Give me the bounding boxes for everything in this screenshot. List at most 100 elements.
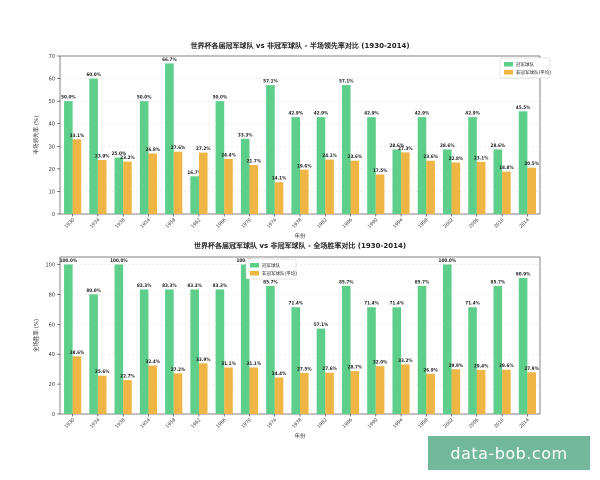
bar-non-champion [350,160,360,214]
legend-swatch-champion [504,62,513,67]
y-tick-label: 50 [49,99,55,105]
x-tick-label: 1958 [165,217,178,230]
bar-champion [493,285,503,414]
data-label-champion: 57.1% [339,79,354,84]
bar-champion [215,101,225,214]
data-label-non-champion: 21.7% [247,159,262,164]
data-label-non-champion: 33.2% [398,358,413,363]
y-axis-label: 半场领先率 (%) [32,116,40,155]
y-tick-label: 40 [49,352,55,358]
bar-non-champion [123,380,132,414]
x-tick-label: 2010 [493,217,506,230]
data-label-champion: 45.5% [516,105,531,110]
data-label-champion: 71.4% [288,301,303,306]
data-label-non-champion: 25.6% [95,369,110,374]
x-tick-label: 1994 [392,217,405,230]
data-label-champion: 50.0% [61,95,76,100]
y-tick-label: 40 [49,122,55,128]
bar-champion [316,328,326,414]
legend-swatch-champion [250,263,259,268]
data-label-non-champion: 32.4% [145,359,160,364]
x-tick-label: 1990 [367,417,380,430]
y-tick-label: 10 [49,189,55,195]
bar-champion [392,307,402,414]
x-tick-label: 1930 [64,417,77,430]
x-tick-label: 1962 [190,417,203,430]
legend-swatch-non-champion [504,70,513,75]
bar-champion [114,264,124,414]
bar-non-champion [325,159,334,214]
data-label-non-champion: 27.2% [171,367,186,372]
data-label-champion: 42.9% [415,111,430,116]
bar-non-champion [375,366,385,414]
bar-non-champion [502,171,511,214]
y-tick-label: 20 [49,382,55,388]
watermark-badge: data-bob.com [428,436,590,470]
x-tick-label: 1962 [190,217,203,230]
y-tick-label: 0 [52,212,55,218]
x-tick-label: 1966 [215,417,228,430]
x-tick-label: 2006 [468,217,481,230]
x-tick-label: 1998 [417,417,430,430]
bar-champion [468,117,477,214]
data-label-champion: 42.9% [465,111,480,116]
x-tick-label: 1986 [341,217,354,230]
bar-champion [64,101,73,214]
bar-champion [291,307,300,414]
bar-non-champion [148,365,158,414]
data-label-champion: 50.0% [137,95,152,100]
data-label-champion: 100.0% [60,258,78,263]
legend-label-non-champion: 非冠军球队(平均) [516,69,551,76]
data-label-champion: 85.7% [491,279,506,284]
bar-champion [341,85,351,214]
x-tick-label: 1954 [139,417,152,430]
x-tick-label: 1994 [392,417,405,430]
bar-non-champion [325,372,334,414]
bar-champion [64,264,73,414]
bar-non-champion [502,369,511,414]
bar-non-champion [451,369,461,414]
data-label-champion: 100.0% [110,258,128,263]
data-label-non-champion: 22.8% [449,156,464,161]
data-label-champion: 33.3% [238,132,253,137]
bar-non-champion [72,356,82,414]
data-label-champion: 100.0% [439,258,457,263]
data-label-non-champion: 31.1% [221,361,236,366]
data-label-champion: 25.0% [112,151,127,156]
y-tick-label: 20 [49,167,55,173]
x-tick-label: 1986 [341,417,354,430]
x-tick-label: 1938 [114,217,127,230]
data-label-non-champion: 20.5% [524,161,539,166]
x-tick-label: 2006 [468,417,481,430]
data-label-non-champion: 32.0% [373,360,388,365]
bar-non-champion [401,364,410,414]
bar-champion [367,117,376,214]
bar-non-champion [123,161,132,214]
data-label-non-champion: 26.8% [145,147,160,152]
bar-non-champion [224,367,233,414]
data-label-champion: 85.7% [339,279,354,284]
bar-non-champion [375,174,385,214]
bar-champion [114,157,124,214]
legend-label-non-champion: 非冠军球队(平均) [262,270,297,277]
data-label-champion: 83.3% [213,283,228,288]
bar-champion [417,285,427,414]
data-label-non-champion: 33.1% [70,133,85,138]
data-label-champion: 50.0% [213,95,228,100]
data-label-non-champion: 31.1% [247,361,262,366]
bar-champion [240,138,250,214]
x-tick-label: 1934 [89,217,102,230]
x-tick-label: 1954 [139,217,152,230]
x-tick-label: 2014 [518,217,531,230]
bar-non-champion [401,152,410,214]
bar-champion [190,176,199,214]
bar-non-champion [198,363,208,414]
data-label-non-champion: 27.6% [322,366,337,371]
data-label-non-champion: 23.1% [474,155,489,160]
bar-champion [493,149,503,214]
data-label-non-champion: 18.8% [499,165,514,170]
data-label-non-champion: 29.6% [499,363,514,368]
bar-champion [240,264,250,414]
data-label-non-champion: 33.9% [196,357,211,362]
y-tick-label: 80 [49,292,55,298]
